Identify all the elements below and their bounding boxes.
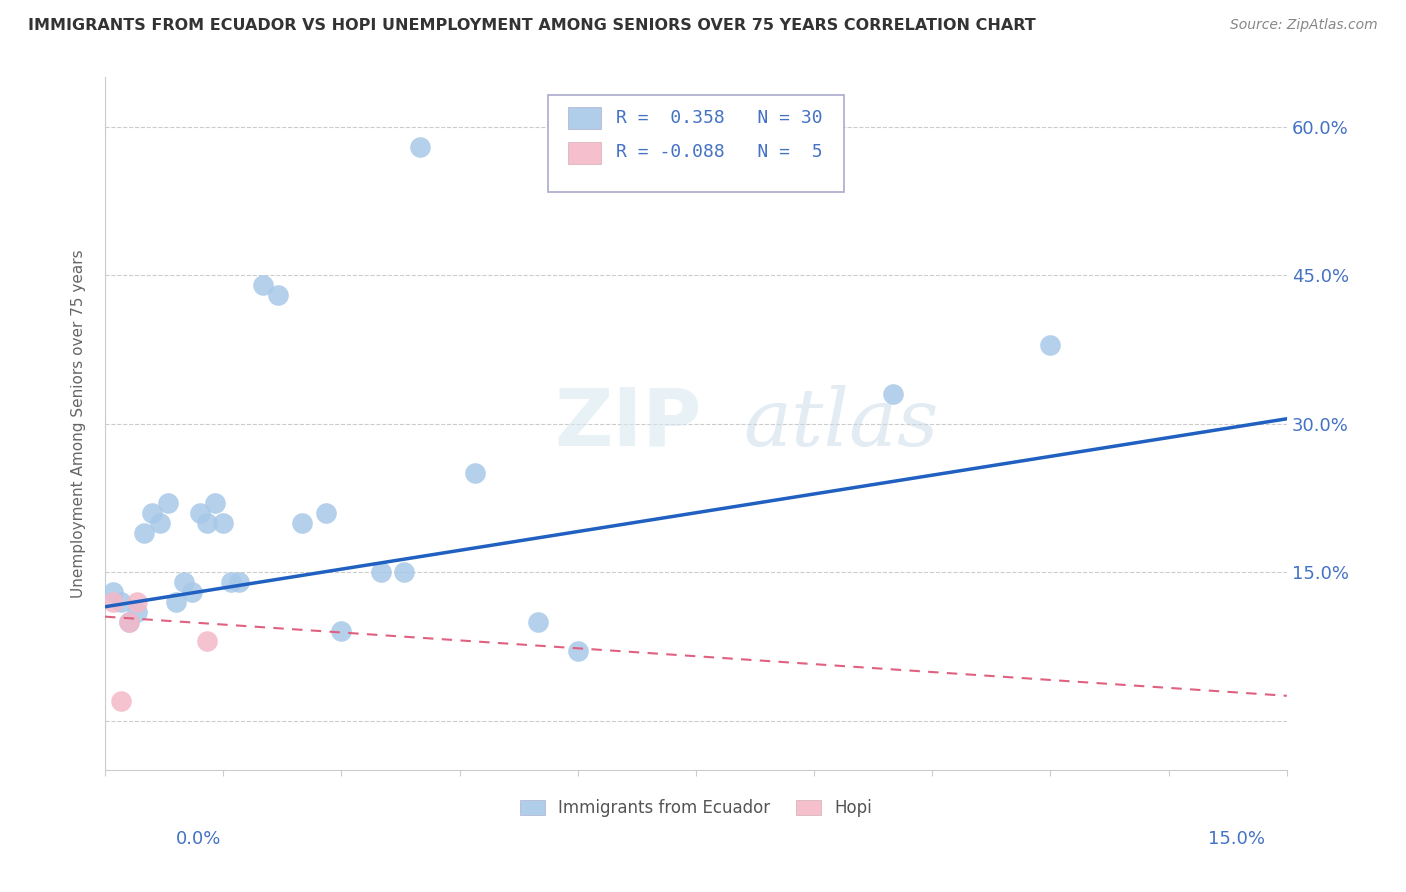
Point [110,694,132,708]
Point [212,516,235,530]
Point [110,595,132,609]
Point [228,574,250,589]
Point [173,574,195,589]
Text: 0.0%: 0.0% [176,830,221,847]
Point [330,624,353,639]
Point [165,595,187,609]
Point [134,525,156,540]
Point [125,595,148,609]
Point [141,506,163,520]
Text: R = -0.088   N =  5: R = -0.088 N = 5 [616,144,823,161]
Point [117,615,139,629]
Point [464,466,486,480]
Point [291,516,314,530]
Text: R =  0.358   N = 30: R = 0.358 N = 30 [616,109,823,127]
Text: IMMIGRANTS FROM ECUADOR VS HOPI UNEMPLOYMENT AMONG SENIORS OVER 75 YEARS CORRELA: IMMIGRANTS FROM ECUADOR VS HOPI UNEMPLOY… [28,18,1036,33]
Point [409,139,432,153]
Point [125,605,148,619]
FancyBboxPatch shape [568,107,602,129]
Point [252,278,274,293]
Point [180,585,202,599]
Point [219,574,242,589]
Point [101,585,124,599]
Point [101,595,124,609]
Text: Source: ZipAtlas.com: Source: ZipAtlas.com [1230,18,1378,32]
Text: atlas: atlas [744,385,939,462]
Y-axis label: Unemployment Among Seniors over 75 years: Unemployment Among Seniors over 75 years [72,250,86,598]
FancyBboxPatch shape [548,95,844,192]
Point [527,615,550,629]
FancyBboxPatch shape [568,142,602,164]
Text: 15.0%: 15.0% [1208,830,1265,847]
Point [315,506,337,520]
Point [882,387,904,401]
Point [197,634,219,648]
Point [117,615,139,629]
Point [149,516,172,530]
Point [157,496,180,510]
Point [370,565,392,579]
Point [394,565,416,579]
Point [567,644,589,658]
Point [204,496,226,510]
Point [1039,337,1062,351]
Legend: Immigrants from Ecuador, Hopi: Immigrants from Ecuador, Hopi [513,793,879,824]
Text: ZIP: ZIP [554,384,702,463]
Point [188,506,211,520]
Point [197,516,219,530]
Point [267,288,290,302]
